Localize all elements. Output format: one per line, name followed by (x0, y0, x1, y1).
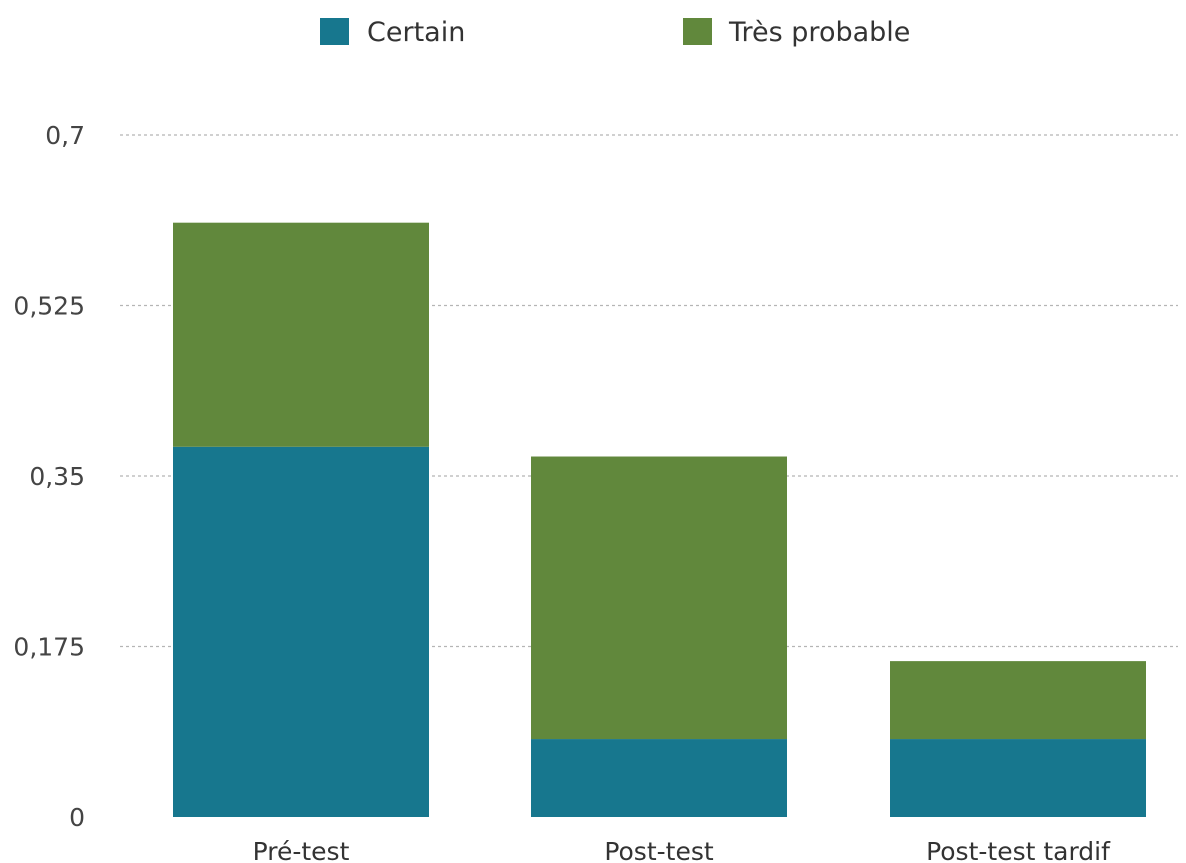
legend: Certain Très probable (320, 17, 910, 48)
y-tick-label: 0,7 (45, 121, 85, 150)
x-axis: Pré-test Post-test Post-test tardif (253, 837, 1112, 863)
y-tick-label: 0 (69, 803, 85, 832)
bar-pre-test-tres-probable (173, 222, 429, 447)
bars (173, 222, 1146, 817)
legend-label-tres-probable: Très probable (728, 17, 910, 48)
y-axis: 0 0,175 0,35 0,525 0,7 (13, 121, 85, 832)
legend-swatch-tres-probable (683, 18, 712, 45)
legend-label-certain: Certain (367, 17, 465, 48)
bar-post-test-certain (531, 739, 787, 817)
y-tick-label: 0,35 (29, 462, 85, 491)
x-category-label: Post-test tardif (926, 837, 1111, 863)
x-category-label: Post-test (604, 837, 714, 863)
bar-post-test-tardif-tres-probable (890, 661, 1146, 740)
bar-pre-test-certain (173, 446, 429, 817)
y-tick-label: 0,525 (13, 292, 85, 321)
y-tick-label: 0,175 (13, 633, 85, 662)
bar-post-test-tardif-certain (890, 739, 1146, 817)
legend-swatch-certain (320, 18, 349, 45)
x-category-label: Pré-test (253, 837, 350, 863)
bar-post-test-tres-probable (531, 456, 787, 740)
